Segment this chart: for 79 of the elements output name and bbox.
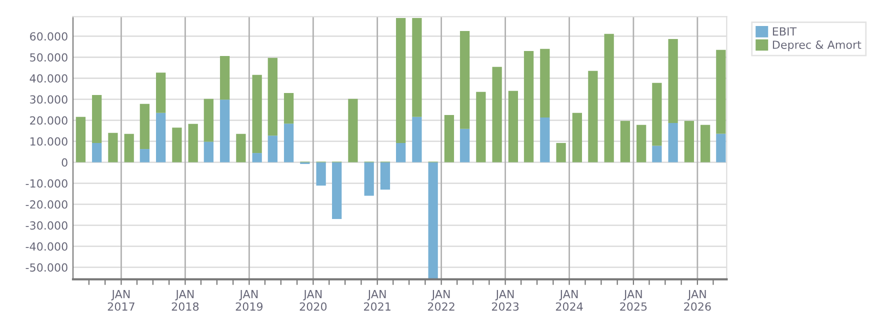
bar [572, 112, 582, 162]
bar [140, 149, 150, 162]
y-tick-label: -20.000 [26, 200, 68, 209]
x-tick-label: JAN 2022 [428, 290, 454, 311]
y-tick-label: -40.000 [26, 242, 68, 251]
bar [604, 34, 614, 162]
y-tick-label: -50.000 [26, 263, 68, 272]
bar [252, 153, 262, 162]
bar [252, 74, 262, 154]
bar [268, 136, 278, 162]
y-tick-label: 0 [62, 158, 68, 167]
bar [316, 162, 326, 186]
bar [524, 50, 534, 162]
bar [396, 18, 406, 143]
x-tick-label: JAN 2021 [364, 290, 390, 311]
bar [700, 124, 710, 162]
bar [636, 124, 646, 162]
bar [460, 128, 470, 162]
bar [156, 72, 166, 113]
bar [364, 162, 374, 196]
bar [172, 128, 182, 162]
bar [716, 134, 726, 162]
bar [668, 38, 678, 123]
y-tick-label: 60.000 [30, 32, 68, 41]
bar [108, 132, 118, 162]
bar [332, 162, 342, 220]
bar [412, 116, 422, 162]
bar [124, 134, 134, 162]
bar [540, 48, 550, 118]
x-tick-label: JAN 2026 [684, 290, 711, 311]
bar [444, 115, 454, 162]
bar [588, 70, 598, 162]
bar [716, 50, 726, 134]
x-tick-label: JAN 2025 [620, 290, 647, 311]
bar [684, 120, 694, 162]
bar [508, 90, 518, 162]
y-tick-label: 30.000 [30, 95, 68, 104]
bar [236, 134, 246, 162]
bar [220, 56, 230, 100]
y-tick-label: 20.000 [30, 116, 68, 125]
bar [412, 18, 422, 117]
legend-label: EBIT [772, 27, 797, 36]
bar [492, 66, 502, 162]
x-tick-label: JAN 2023 [492, 290, 519, 311]
bar [188, 124, 198, 162]
bar [476, 92, 486, 162]
bar [92, 95, 102, 143]
y-tick-label: -10.000 [26, 179, 68, 188]
y-tick-label: 50.000 [30, 53, 68, 62]
bar [428, 162, 438, 280]
x-tick-label: JAN 2018 [172, 290, 199, 311]
y-tick-label: 40.000 [30, 74, 68, 83]
bar [668, 123, 678, 162]
bar [220, 100, 230, 162]
bar [652, 146, 662, 162]
bar [284, 124, 294, 162]
bar [556, 142, 566, 162]
x-tick-label: JAN 2024 [556, 290, 583, 311]
bar [460, 30, 470, 129]
bar [652, 82, 662, 146]
x-tick-label: JAN 2019 [236, 290, 263, 311]
x-tick-label: JAN 2017 [108, 290, 134, 311]
y-tick-label: 10.000 [30, 137, 68, 146]
bar [268, 58, 278, 136]
bar [284, 92, 294, 124]
bar [540, 118, 550, 162]
bar [348, 98, 358, 162]
x-tick-label: JAN 2020 [300, 290, 327, 311]
y-tick-label: -30.000 [26, 221, 68, 230]
bar [380, 162, 390, 190]
bar [620, 120, 630, 162]
bar [76, 116, 86, 162]
bar [204, 98, 214, 142]
bar [92, 142, 102, 162]
legend-label: Deprec & Amort [772, 40, 862, 52]
bar [204, 142, 214, 162]
bar [396, 142, 406, 162]
bar [156, 112, 166, 162]
bar [140, 104, 150, 150]
